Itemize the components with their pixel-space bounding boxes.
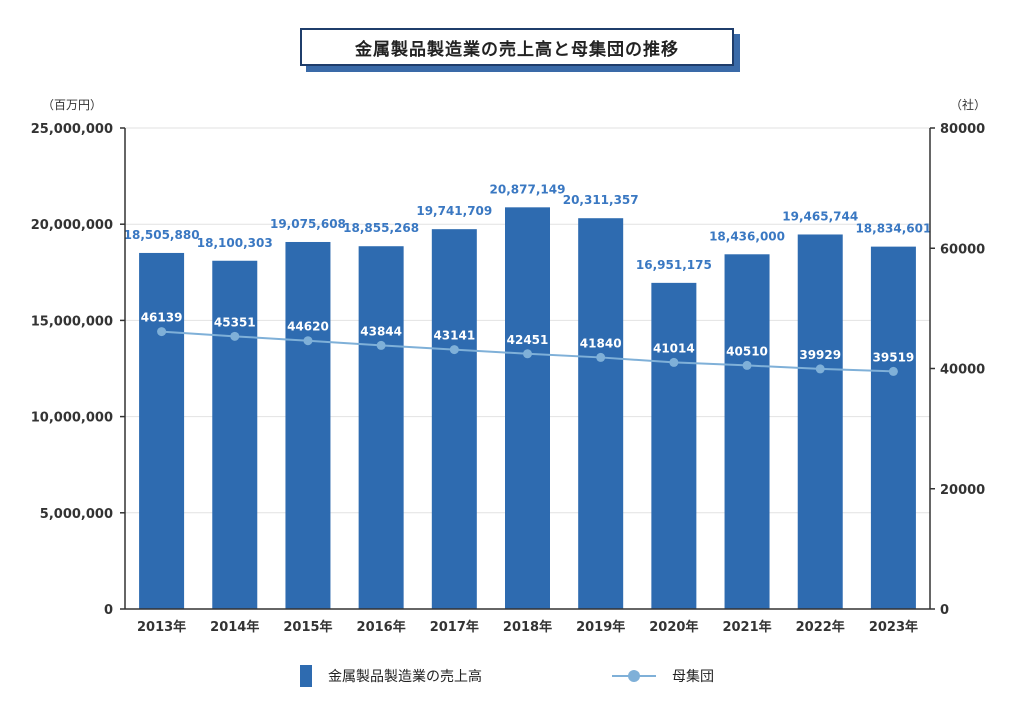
right-axis-tick-label: 40000 (940, 363, 985, 378)
left-axis-unit: （百万円） (42, 98, 103, 112)
population-value-label: 39929 (799, 348, 841, 362)
x-axis-tick-label: 2023年 (869, 619, 918, 635)
bar (139, 252, 185, 609)
chart-title: 金属製品製造業の売上高と母集団の推移 (300, 28, 734, 66)
legend-item-population: 母集団 (612, 664, 714, 688)
bar-value-label: 18,855,268 (343, 221, 419, 235)
bar (358, 246, 404, 609)
left-axis-tick-label: 0 (104, 603, 113, 618)
legend-swatch-line (612, 669, 656, 683)
population-point (742, 360, 752, 370)
x-axis-tick-label: 2016年 (357, 619, 406, 635)
population-point (157, 327, 167, 337)
left-axis-tick-label: 25,000,000 (31, 122, 113, 137)
population-value-label: 41840 (580, 336, 622, 350)
population-point (449, 345, 459, 355)
bar-value-label: 19,075,608 (270, 217, 346, 231)
population-value-label: 43141 (433, 329, 475, 343)
right-axis-unit: （社） (950, 98, 987, 112)
right-axis-tick-label: 80000 (940, 122, 985, 137)
right-axis-tick-label: 0 (940, 603, 949, 618)
left-axis-tick-label: 5,000,000 (40, 507, 113, 522)
population-point (230, 331, 240, 341)
bar-value-label: 20,311,357 (563, 193, 639, 207)
x-axis-tick-label: 2020年 (649, 619, 698, 635)
right-axis-tick-label: 60000 (940, 242, 985, 257)
population-point (303, 336, 313, 346)
bar (578, 218, 624, 610)
bar-value-label: 18,436,000 (709, 229, 785, 243)
population-value-label: 44620 (287, 320, 329, 334)
legend-item-sales: 金属製品製造業の売上高 (300, 664, 482, 688)
right-axis-tick-label: 20000 (940, 483, 985, 498)
bar (431, 229, 477, 609)
bar (651, 282, 697, 609)
bar-value-label: 16,951,175 (636, 258, 712, 272)
x-axis-tick-label: 2021年 (722, 619, 771, 635)
population-point (523, 349, 532, 359)
x-axis-tick-label: 2022年 (796, 619, 845, 635)
population-point (669, 357, 679, 367)
bar-value-label: 20,877,149 (490, 182, 566, 196)
legend-label-sales: 金属製品製造業の売上高 (328, 669, 482, 685)
left-axis-tick-label: 15,000,000 (31, 314, 113, 329)
population-point (888, 366, 898, 376)
population-value-label: 40510 (726, 344, 768, 358)
population-value-label: 41014 (653, 341, 695, 355)
legend-swatch-bar (300, 665, 312, 687)
bar (870, 246, 916, 609)
population-point (376, 340, 386, 350)
left-axis-tick-label: 10,000,000 (31, 411, 113, 426)
x-axis-tick-label: 2014年 (210, 619, 259, 635)
x-axis-tick-label: 2015年 (283, 619, 332, 635)
x-axis-tick-label: 2017年 (430, 619, 479, 635)
bar (797, 234, 843, 610)
population-value-label: 45351 (214, 315, 256, 329)
population-value-label: 42451 (507, 333, 549, 347)
bar-value-label: 19,465,744 (782, 209, 858, 223)
bar (505, 207, 550, 609)
population-point (596, 352, 606, 362)
bar-value-label: 18,505,880 (124, 228, 200, 242)
bar (212, 260, 258, 609)
population-value-label: 39519 (873, 350, 915, 364)
bar-value-label: 19,741,709 (416, 204, 492, 218)
population-value-label: 46139 (141, 311, 183, 325)
x-axis-tick-label: 2019年 (576, 619, 625, 635)
x-axis-tick-label: 2013年 (137, 619, 186, 635)
bar (724, 254, 770, 609)
bar (285, 241, 331, 610)
x-axis-tick-label: 2018年 (503, 619, 552, 635)
bar-value-label: 18,100,303 (197, 236, 273, 250)
legend-label-population: 母集団 (672, 669, 714, 685)
population-point (815, 364, 825, 374)
left-axis-tick-label: 20,000,000 (31, 218, 113, 233)
bar-value-label: 18,834,601 (855, 222, 931, 236)
population-value-label: 43844 (360, 324, 402, 338)
